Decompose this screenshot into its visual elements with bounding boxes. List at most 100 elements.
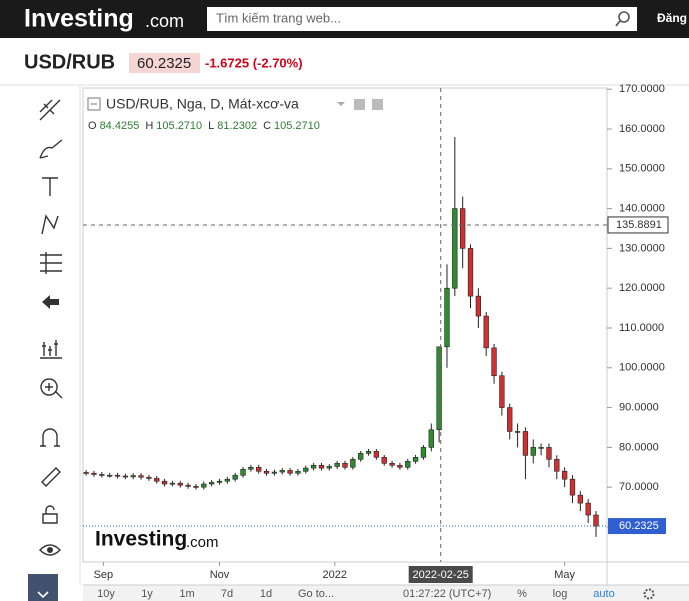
trend-tool[interactable] (39, 99, 61, 121)
eye-toggle[interactable] (354, 99, 365, 110)
candle-body (271, 471, 278, 474)
eye-tool[interactable] (47, 547, 53, 553)
search-box[interactable] (207, 7, 637, 31)
range-button[interactable]: 1m (179, 588, 194, 600)
title-dropdown[interactable] (337, 102, 345, 106)
legend-key: C (263, 120, 271, 132)
candle-body (483, 315, 489, 349)
candle-body (412, 457, 419, 462)
watermark-suffix: .com (186, 534, 219, 551)
candle-body (420, 447, 427, 458)
logo-suffix[interactable]: .com (145, 11, 184, 31)
candle-body (554, 459, 560, 472)
candle-body (295, 470, 301, 474)
candle-body (91, 472, 97, 475)
candle-body (467, 248, 474, 297)
range-button[interactable]: 1y (141, 588, 153, 600)
candle-body (169, 482, 176, 485)
legend-key: L (208, 120, 214, 132)
range-button[interactable]: 10y (97, 588, 115, 600)
search-placeholder[interactable]: Tìm kiếm trang web... (216, 10, 341, 25)
candle-body (326, 466, 332, 469)
login[interactable]: Đăng (657, 11, 687, 25)
y-tick-label: 120.0000 (619, 282, 665, 294)
y-tick-label: 170.0000 (619, 83, 665, 95)
candle-body (161, 480, 168, 485)
pattern-tool[interactable] (41, 214, 59, 235)
candle-body (350, 459, 356, 468)
candle-body (593, 514, 599, 527)
x-tick-label: May (554, 569, 575, 581)
ohlc-legend: O 84.4255 H 105.2710 L 81.2302 C 105.2710 (88, 120, 320, 132)
search-icon[interactable] (615, 20, 621, 27)
settings-gear[interactable] (643, 588, 655, 600)
settings-toggle[interactable] (372, 99, 383, 110)
back-tool[interactable] (42, 295, 59, 309)
legend-value: 81.2302 (217, 120, 257, 132)
candle-body (185, 484, 191, 487)
text-tool[interactable] (42, 177, 58, 196)
y-tick-label: 150.0000 (619, 163, 665, 175)
zoom-tool[interactable] (40, 378, 63, 399)
candle-body (216, 480, 223, 483)
y-tick-label: 80.0000 (619, 441, 659, 453)
candle-body (256, 466, 262, 472)
search-icon[interactable] (618, 11, 630, 23)
change: -1.6725 (-2.70%) (205, 55, 303, 70)
y-tick-label: 70.0000 (619, 481, 659, 493)
candle-body (334, 462, 340, 467)
plot-area (82, 87, 608, 563)
range-button[interactable]: 1d (260, 588, 272, 600)
magnet-tool[interactable] (40, 428, 60, 447)
tool-icons[interactable] (28, 99, 63, 601)
candle-body (177, 482, 183, 486)
candle-body (107, 474, 113, 477)
candle-body (397, 464, 403, 468)
candle-body (530, 447, 536, 456)
candle-body (499, 375, 505, 408)
brush-tool[interactable] (39, 139, 63, 159)
last-price-box (608, 518, 666, 535)
x-tick-label: 2022 (323, 569, 347, 581)
y-tick-label: 140.0000 (619, 202, 665, 214)
y-tick-label: 160.0000 (619, 123, 665, 135)
candle-body (248, 466, 254, 470)
measure-tool[interactable] (41, 467, 61, 487)
candle-body (460, 208, 466, 249)
range-button[interactable]: 7d (221, 588, 233, 600)
candle-body (546, 447, 552, 460)
collapse-tool[interactable] (37, 591, 49, 599)
option-button[interactable]: auto (593, 588, 614, 600)
symbol: USD/RUB (24, 51, 115, 73)
candle-body (569, 478, 576, 496)
legend-value: 105.2710 (274, 120, 320, 132)
candle-body (130, 475, 136, 478)
legend-value: 105.2710 (156, 120, 202, 132)
bottom-bar (83, 585, 689, 601)
lock-tool[interactable] (42, 505, 58, 524)
collapse-legend[interactable] (87, 97, 101, 111)
legend-key: H (145, 120, 153, 132)
indicators-tool[interactable] (40, 340, 62, 359)
logo[interactable]: Investing (24, 5, 134, 33)
price: 60.2325 (137, 55, 191, 72)
candle-body (373, 451, 380, 458)
candle-body (154, 478, 160, 482)
candle-body (342, 462, 348, 468)
candle-body (208, 482, 215, 485)
candle-body (577, 494, 583, 504)
goto-button[interactable]: Go to... (298, 588, 334, 600)
candle-body (99, 474, 105, 476)
fib-tool[interactable] (40, 252, 62, 274)
candle-body (522, 431, 529, 456)
eye-tool[interactable] (39, 544, 61, 556)
option-button[interactable]: % (517, 588, 527, 600)
candle-body (358, 453, 364, 460)
option-button[interactable]: log (553, 588, 568, 600)
y-tick-label: 100.0000 (619, 362, 665, 374)
candle-body (193, 486, 199, 488)
candle-body (114, 474, 121, 477)
candle-body (444, 287, 450, 348)
candle-body (475, 295, 482, 317)
